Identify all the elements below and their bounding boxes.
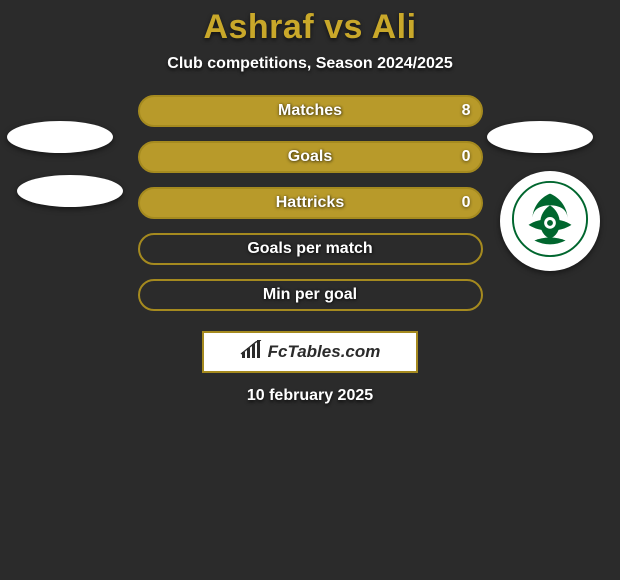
club-right-circle: [500, 171, 600, 271]
stat-label: Matches: [278, 102, 342, 120]
club-left-avatar: [17, 175, 123, 207]
club-crest-icon: [511, 180, 589, 263]
brand-text: FcTables.com: [268, 342, 381, 362]
stat-value-right: 0: [462, 148, 471, 166]
stat-label: Goals per match: [247, 240, 372, 258]
stat-row: Min per goal: [138, 279, 483, 311]
brand-badge: FcTables.com: [202, 331, 418, 373]
stat-row: Hattricks 0: [138, 187, 483, 219]
stat-row: Goals 0: [138, 141, 483, 173]
stat-label: Goals: [288, 148, 332, 166]
page-title: Ashraf vs Ali: [203, 8, 416, 47]
stat-value-right: 8: [462, 102, 471, 120]
date-text: 10 february 2025: [247, 387, 373, 405]
stat-value-right: 0: [462, 194, 471, 212]
player-left-avatar: [7, 121, 113, 153]
stat-row: Goals per match: [138, 233, 483, 265]
page-subtitle: Club competitions, Season 2024/2025: [167, 55, 452, 73]
player-right-avatar: [487, 121, 593, 153]
stat-label: Min per goal: [263, 286, 357, 304]
stat-label: Hattricks: [276, 194, 344, 212]
chart-icon: [240, 340, 264, 365]
stat-row: Matches 8: [138, 95, 483, 127]
